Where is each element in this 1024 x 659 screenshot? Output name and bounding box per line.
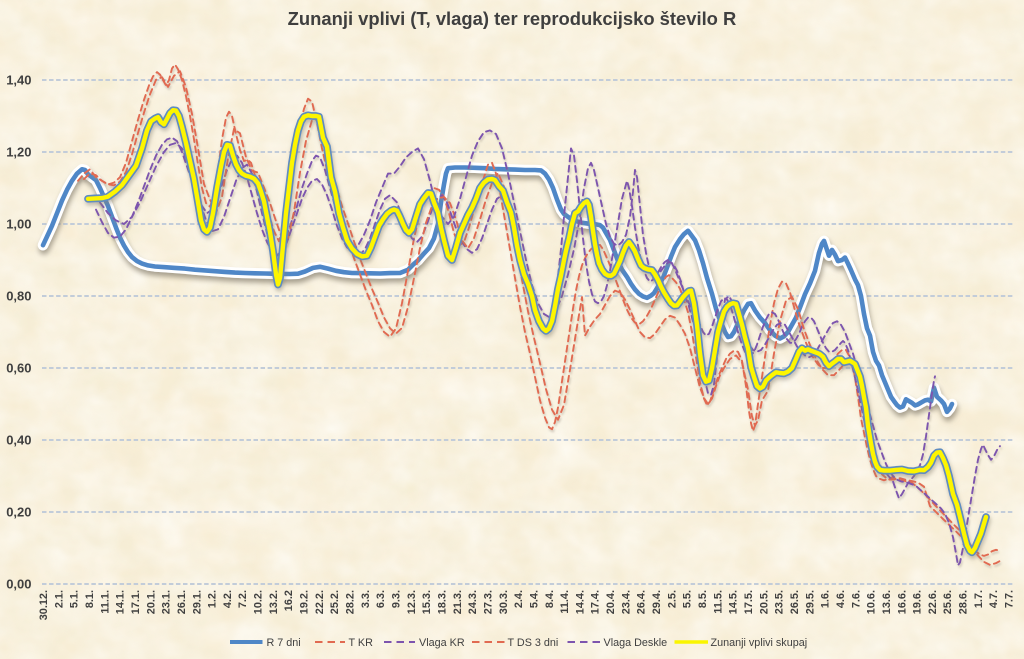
svg-text:12.3.: 12.3. bbox=[406, 590, 418, 614]
svg-text:Zunanji vplivi (T, vlaga) ter: Zunanji vplivi (T, vlaga) ter reprodukci… bbox=[288, 8, 737, 29]
svg-text:0,80: 0,80 bbox=[6, 289, 31, 304]
svg-text:8.5.: 8.5. bbox=[697, 590, 709, 608]
svg-text:15.3.: 15.3. bbox=[421, 590, 433, 614]
svg-text:4.6.: 4.6. bbox=[835, 590, 847, 608]
svg-text:0,20: 0,20 bbox=[6, 505, 31, 520]
svg-text:14.5.: 14.5. bbox=[728, 590, 740, 614]
svg-text:13.6.: 13.6. bbox=[881, 590, 893, 614]
svg-text:1,00: 1,00 bbox=[6, 217, 31, 232]
svg-text:20.5.: 20.5. bbox=[758, 590, 770, 614]
svg-text:7.2.: 7.2. bbox=[237, 590, 249, 608]
svg-text:1,20: 1,20 bbox=[6, 145, 31, 160]
svg-text:10.6.: 10.6. bbox=[866, 590, 878, 614]
svg-text:17.4.: 17.4. bbox=[590, 590, 602, 614]
svg-text:7.7.: 7.7. bbox=[1004, 590, 1016, 608]
svg-text:17.5.: 17.5. bbox=[743, 590, 755, 614]
svg-text:Zunanji vplivi skupaj: Zunanji vplivi skupaj bbox=[711, 637, 808, 649]
svg-text:20.4.: 20.4. bbox=[605, 590, 617, 614]
svg-text:10.2.: 10.2. bbox=[253, 590, 265, 614]
svg-text:11.4.: 11.4. bbox=[559, 590, 571, 614]
svg-text:19.2.: 19.2. bbox=[299, 590, 311, 614]
svg-text:23.5.: 23.5. bbox=[774, 590, 786, 614]
svg-text:23.4.: 23.4. bbox=[620, 590, 632, 614]
svg-text:3.3.: 3.3. bbox=[360, 590, 372, 608]
svg-text:9.3.: 9.3. bbox=[391, 590, 403, 608]
svg-text:5.5.: 5.5. bbox=[682, 590, 694, 608]
svg-text:5.4.: 5.4. bbox=[528, 590, 540, 608]
svg-text:4.2.: 4.2. bbox=[222, 590, 234, 608]
svg-text:26.1.: 26.1. bbox=[176, 590, 188, 614]
svg-text:30.12.: 30.12. bbox=[38, 590, 50, 620]
svg-text:16.6.: 16.6. bbox=[896, 590, 908, 614]
svg-text:4.7.: 4.7. bbox=[988, 590, 1000, 608]
svg-text:2.4.: 2.4. bbox=[513, 590, 525, 608]
svg-text:0,40: 0,40 bbox=[6, 433, 31, 448]
svg-text:13.2.: 13.2. bbox=[268, 590, 280, 614]
svg-text:1.6.: 1.6. bbox=[820, 590, 832, 608]
svg-text:T KR: T KR bbox=[349, 637, 374, 649]
svg-text:T DS 3 dni: T DS 3 dni bbox=[508, 637, 559, 649]
svg-text:7.6.: 7.6. bbox=[850, 590, 862, 608]
svg-text:Vlaga Deskle: Vlaga Deskle bbox=[604, 637, 668, 649]
svg-text:20.1.: 20.1. bbox=[145, 590, 157, 614]
svg-text:25.6.: 25.6. bbox=[942, 590, 954, 614]
svg-text:27.3.: 27.3. bbox=[483, 590, 495, 614]
svg-text:30.3.: 30.3. bbox=[498, 590, 510, 614]
svg-text:14.1.: 14.1. bbox=[115, 590, 127, 614]
svg-text:22.2.: 22.2. bbox=[314, 590, 326, 614]
svg-text:0,00: 0,00 bbox=[6, 577, 31, 592]
svg-text:26.4.: 26.4. bbox=[636, 590, 648, 614]
svg-text:14.4.: 14.4. bbox=[574, 590, 586, 614]
svg-text:0,60: 0,60 bbox=[6, 361, 31, 376]
svg-text:19.6.: 19.6. bbox=[912, 590, 924, 614]
svg-text:17.1.: 17.1. bbox=[130, 590, 142, 614]
svg-text:11.1.: 11.1. bbox=[99, 590, 111, 614]
svg-text:28.6.: 28.6. bbox=[958, 590, 970, 614]
svg-text:6.3.: 6.3. bbox=[375, 590, 387, 608]
svg-text:29.5.: 29.5. bbox=[804, 590, 816, 614]
svg-text:8.1.: 8.1. bbox=[84, 590, 96, 608]
svg-text:22.6.: 22.6. bbox=[927, 590, 939, 614]
svg-text:Vlaga KR: Vlaga KR bbox=[419, 637, 465, 649]
svg-text:1.7.: 1.7. bbox=[973, 590, 985, 608]
svg-text:11.5.: 11.5. bbox=[712, 590, 724, 614]
svg-text:25.2.: 25.2. bbox=[329, 590, 341, 614]
svg-text:18.3.: 18.3. bbox=[437, 590, 449, 614]
svg-text:1,40: 1,40 bbox=[6, 73, 31, 88]
svg-text:1.2.: 1.2. bbox=[207, 590, 219, 608]
svg-text:29.4.: 29.4. bbox=[651, 590, 663, 614]
svg-text:28.2.: 28.2. bbox=[345, 590, 357, 614]
svg-text:21.3.: 21.3. bbox=[452, 590, 464, 614]
svg-text:8.4.: 8.4. bbox=[544, 590, 556, 608]
svg-text:24.3.: 24.3. bbox=[467, 590, 479, 614]
svg-text:5.1.: 5.1. bbox=[69, 590, 81, 608]
svg-text:2.1.: 2.1. bbox=[53, 590, 65, 608]
svg-text:R 7 dni: R 7 dni bbox=[267, 637, 301, 649]
svg-text:16.2: 16.2 bbox=[283, 590, 295, 611]
svg-text:26.5.: 26.5. bbox=[789, 590, 801, 614]
svg-text:29.1.: 29.1. bbox=[191, 590, 203, 614]
svg-text:23.1.: 23.1. bbox=[161, 590, 173, 614]
svg-text:2.5.: 2.5. bbox=[666, 590, 678, 608]
